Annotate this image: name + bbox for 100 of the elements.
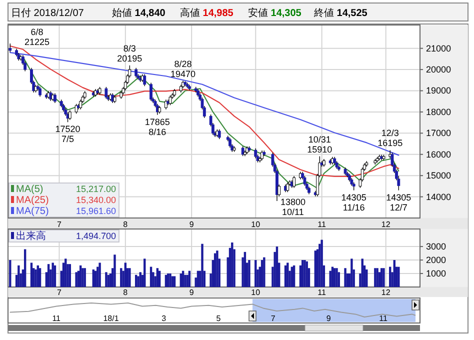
legend-label: MA(25) xyxy=(16,195,49,206)
text: 安値 14,305 xyxy=(248,7,302,19)
bar xyxy=(36,265,39,287)
bar xyxy=(167,274,170,287)
bar xyxy=(134,274,138,287)
bar xyxy=(393,260,396,287)
bar xyxy=(96,266,99,287)
bar xyxy=(62,262,65,287)
legend-label: 出来高 xyxy=(16,230,46,242)
bar xyxy=(334,268,336,287)
text: 日付 2018/12/07 xyxy=(11,8,84,19)
x-tick-label: 11 xyxy=(52,314,62,323)
text: 高値 14,985 xyxy=(180,7,234,19)
bar xyxy=(24,249,26,287)
bar xyxy=(314,250,316,287)
y-tick-label: 15000 xyxy=(426,170,452,181)
bar xyxy=(290,266,294,287)
bar xyxy=(376,268,378,287)
bar xyxy=(144,258,146,287)
y-tick-label: 20000 xyxy=(426,64,452,75)
bar xyxy=(171,276,174,287)
text: 始値 14,840 xyxy=(112,7,166,19)
bar xyxy=(380,268,383,287)
bar xyxy=(263,257,266,287)
bar xyxy=(320,240,323,287)
bar xyxy=(306,261,308,287)
bar xyxy=(188,270,191,287)
x-tick-label: 8 xyxy=(123,220,128,229)
bar xyxy=(374,268,376,287)
bar xyxy=(344,268,346,287)
bar xyxy=(158,270,161,287)
x-tick-label: 9 xyxy=(326,314,332,323)
bar xyxy=(68,264,72,287)
bar xyxy=(9,260,12,287)
annotation: 14305 11/16 xyxy=(341,192,366,212)
candlestick xyxy=(104,86,108,100)
bar xyxy=(196,270,200,287)
bar xyxy=(231,242,234,287)
bar xyxy=(156,268,159,287)
bar xyxy=(378,272,381,287)
bar xyxy=(201,244,204,287)
annotation: 13800 10/11 xyxy=(280,197,306,217)
annotation: 17520 7/5 xyxy=(55,124,80,144)
candlestick xyxy=(68,110,72,120)
bar xyxy=(47,264,50,287)
bar xyxy=(260,260,264,287)
legend-label: MA(5) xyxy=(16,184,44,195)
bar xyxy=(124,262,127,287)
y-tick-label: 21000 xyxy=(426,43,452,54)
bar xyxy=(92,269,94,287)
annotation: 6/8 21225 xyxy=(24,27,50,47)
bar xyxy=(331,266,334,287)
bar xyxy=(84,268,86,287)
bar xyxy=(318,244,321,287)
x-tick-label: 12 xyxy=(381,288,391,297)
bar xyxy=(182,270,184,287)
bar xyxy=(389,266,392,287)
candlestick xyxy=(303,176,306,186)
bar xyxy=(366,269,368,287)
bar xyxy=(114,254,116,287)
y-tick-label: 17000 xyxy=(426,128,452,138)
bar xyxy=(79,265,82,287)
x-tick-label: 11 xyxy=(318,288,326,297)
bar xyxy=(107,274,110,287)
x-tick-label: 12 xyxy=(381,220,391,229)
bar xyxy=(214,253,216,287)
text: 終値 14,525 xyxy=(313,7,368,19)
bar xyxy=(248,260,250,287)
x-tick-label: 9 xyxy=(189,288,194,297)
annotation: 12/3 16195 xyxy=(378,128,403,148)
annotation: 14305 12/7 xyxy=(386,192,412,212)
bar xyxy=(398,266,400,287)
y-tick-label: 2000 xyxy=(426,255,446,266)
bar xyxy=(244,252,246,287)
annotation: 15,217.00 xyxy=(76,184,116,194)
bar xyxy=(284,265,287,287)
bar xyxy=(292,265,296,287)
legend-label: MA(75) xyxy=(16,206,49,217)
candlestick xyxy=(228,137,232,148)
bar xyxy=(18,265,20,287)
y-tick-label: 19000 xyxy=(426,86,452,96)
annotation: 1,494.700 xyxy=(76,231,116,241)
y-tick-label: 16000 xyxy=(426,149,452,160)
bar xyxy=(329,270,332,287)
annotation: 8/3 20195 xyxy=(117,43,142,64)
bar xyxy=(120,268,122,287)
annotation: 10/31 15910 xyxy=(307,134,332,154)
annotation: 15,961.60 xyxy=(76,206,116,216)
bar xyxy=(150,266,152,287)
x-tick-label: 8 xyxy=(123,288,128,297)
bar xyxy=(128,268,131,287)
candlestick xyxy=(260,150,264,161)
x-tick-label: 7 xyxy=(270,314,276,323)
bar xyxy=(105,272,108,287)
bar xyxy=(34,269,37,287)
bar xyxy=(98,262,101,287)
x-tick-label: 9 xyxy=(189,220,194,229)
x-tick-label: 10 xyxy=(251,220,261,229)
bar xyxy=(382,268,385,287)
x-tick-label: 3 xyxy=(162,314,167,323)
